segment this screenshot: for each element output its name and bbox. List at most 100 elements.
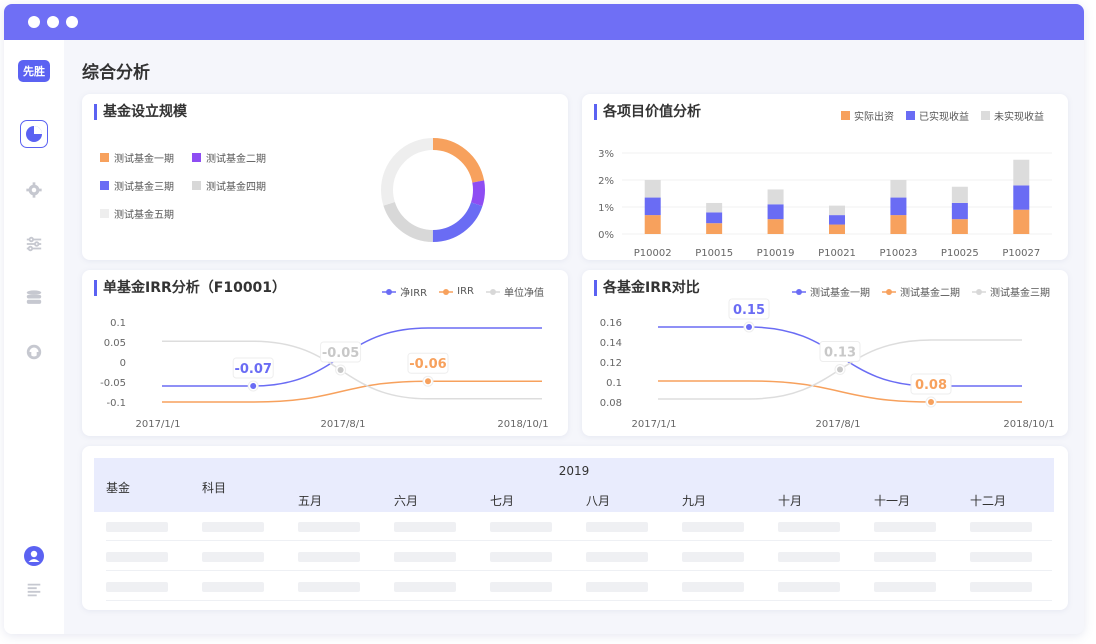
x-tick-label: 2017/8/1 [816,419,861,430]
data-label: -0.06 [409,357,446,372]
y-tick-label: 1% [598,203,614,214]
x-tick-label: P10019 [757,248,795,259]
legend-item[interactable]: 测试基金一期 [792,284,870,299]
legend-swatch [841,111,850,120]
data-point [746,324,752,330]
headset-icon[interactable] [20,338,48,366]
irr-line-chart: 0.1 0.05 0 -0.05 -0.1 2017/1/1 2017/8/1 2018/10… [100,318,549,430]
legend-item[interactable]: 测试基金二期 [882,284,960,299]
window-dot-icon[interactable] [28,16,40,28]
month-header: 七月 [490,494,515,508]
legend-item[interactable]: 单位净值 [486,284,544,299]
legend-item[interactable]: IRR [439,284,474,299]
list-icon[interactable] [20,576,48,604]
legend-label: 测试基金二期 [206,154,266,165]
legend-marker-icon [792,288,806,295]
pie-slice [381,138,485,242]
legend-item[interactable]: 测试基金三期 [972,284,1050,299]
table-cell-placeholder [970,522,1032,532]
legend-marker-icon [882,288,896,295]
bar [644,197,661,216]
legend-label: 测试基金五期 [114,210,174,221]
x-tick-label: 2018/10/1 [497,419,548,430]
data-point [837,366,843,373]
card-title: 基金设立规模 [94,104,187,120]
table-cell-placeholder [106,552,168,562]
table-cell-placeholder [394,522,456,532]
bar [951,202,968,220]
legend-item[interactable]: 测试基金一期 [100,150,174,165]
chart-legend: 实际出资 已实现收益 未实现收益 [841,108,1044,123]
table-cell-placeholder [490,582,552,592]
y-tick-label: 0 [120,358,126,369]
bar [644,180,661,198]
legend-marker-icon [439,288,454,295]
data-label-box [407,352,449,374]
bar [890,197,907,216]
gear-icon[interactable] [20,176,48,204]
series-line [658,380,1022,403]
table-cell-placeholder [394,552,456,562]
legend-label: 测试基金一期 [114,154,174,165]
bar [1013,185,1030,210]
bar-chart: 3% 2% 1% 0% P10002 P10015 P10019 P10021 P10023 P1… [598,149,1052,259]
legend-marker-icon [486,288,500,295]
legend-item[interactable]: 测试基金三期 [100,178,174,193]
table-cell-placeholder [106,582,168,592]
database-icon[interactable] [20,284,48,312]
table-cell-placeholder [106,522,168,532]
y-tick-label: 0.12 [600,358,622,369]
legend-item[interactable]: 测试基金四期 [192,178,266,193]
row-divider [106,570,1052,571]
x-tick-label: 2017/1/1 [632,419,677,430]
sliders-icon[interactable] [20,230,48,258]
bar [829,224,845,234]
table-cell-placeholder [682,522,744,532]
data-label: 0.13 [824,346,856,361]
user-icon[interactable] [20,542,48,570]
data-point [425,378,431,385]
table-cell-placeholder [970,552,1032,562]
table-cell-placeholder [586,522,648,532]
app-window: 先胜 综合分析 基金设立规模 测试基金一期 测试基金二期 测试基金 [4,4,1084,634]
table-cell-placeholder [202,552,264,562]
irr-compare-line-chart: 0.16 0.14 0.12 0.1 0.08 2017/1/1 2017/8/1 2018/… [600,298,1055,430]
legend-item[interactable]: 净IRR [382,284,427,299]
month-header: 九月 [682,494,707,508]
bar [644,215,661,234]
x-tick-label: P10025 [941,248,979,259]
legend-marker-icon [972,288,986,295]
table-cell-placeholder [778,582,840,592]
chart-legend: 测试基金一期 测试基金二期 测试基金三期 [792,284,1050,299]
legend-swatch [192,153,201,162]
month-header: 六月 [394,494,419,508]
window-dot-icon[interactable] [47,16,59,28]
legend-label: 测试基金三期 [114,182,174,193]
legend-label: 测试基金一期 [810,288,870,299]
legend-item[interactable]: 已实现收益 [906,108,969,123]
legend-swatch [981,111,990,120]
legend-label: 测试基金四期 [206,182,266,193]
legend-label: 单位净值 [504,288,544,299]
legend-item[interactable]: 未实现收益 [981,108,1044,123]
table-cell-placeholder [298,582,360,592]
legend-item[interactable]: 测试基金五期 [100,206,174,221]
bar [829,205,845,216]
legend-swatch [100,181,109,190]
legend-item[interactable]: 测试基金二期 [192,150,266,165]
legend-label: 测试基金二期 [900,288,960,299]
irr-compare-card: 各基金IRR对比 测试基金一期 测试基金二期 测试基金三期 0.16 0.14 0.… [582,270,1068,436]
legend-item[interactable]: 实际出资 [841,108,894,123]
legend-swatch [906,111,915,120]
data-label-box [819,341,861,362]
bar [951,219,968,234]
table-cell-placeholder [490,522,552,532]
window-dot-icon[interactable] [66,16,78,28]
table-cell-placeholder [682,552,744,562]
y-tick-label: 0% [598,230,614,241]
table-cell-placeholder [682,582,744,592]
month-header: 十二月 [970,494,1007,508]
legend-label: 净IRR [400,288,428,299]
data-label: 0.08 [915,378,947,393]
chart-pie-icon[interactable] [20,120,48,148]
